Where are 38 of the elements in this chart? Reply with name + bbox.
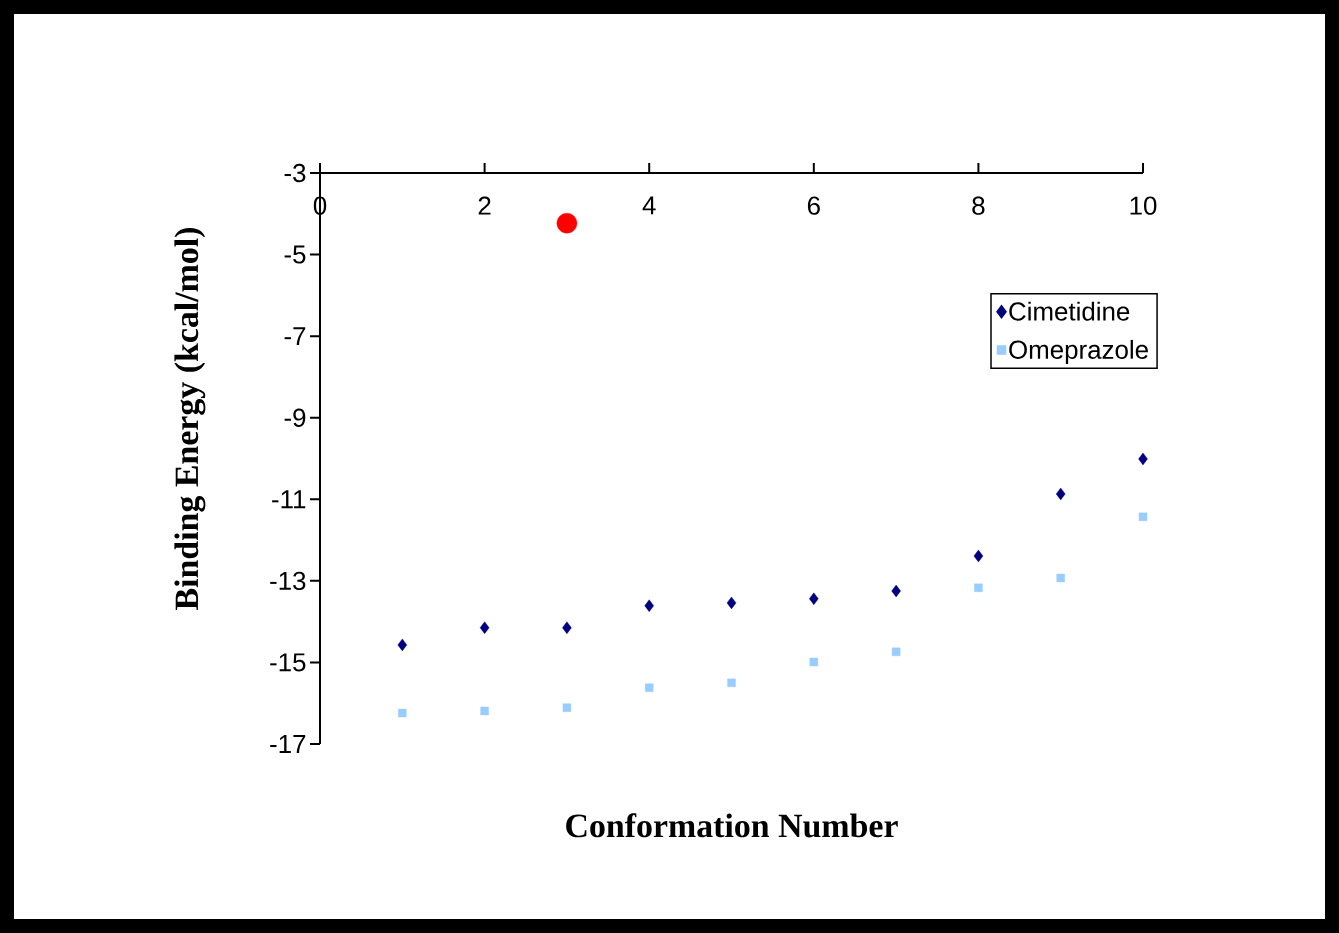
point: [398, 708, 407, 718]
point: [562, 621, 572, 634]
point: [397, 638, 407, 652]
point: [809, 657, 819, 667]
y-tick-label: -13: [270, 571, 306, 591]
point: [645, 683, 654, 692]
point: [891, 584, 901, 598]
point: [1056, 487, 1066, 501]
point: [1138, 452, 1148, 466]
y-axis-title: Binding Energy (kcal/mol): [174, 228, 206, 610]
point: [1056, 573, 1065, 583]
point: [974, 583, 983, 592]
x-tick-label: 4: [642, 196, 656, 215]
y-tick-label: -3: [284, 163, 306, 183]
point: [1138, 512, 1148, 522]
point: [644, 599, 654, 612]
point: [479, 621, 490, 634]
point: [480, 706, 489, 716]
x-tick-label: 2: [478, 196, 491, 215]
point: [891, 647, 901, 657]
y-tick-label: -17: [270, 735, 306, 753]
x-tick-label: 8: [972, 196, 985, 215]
y-tick-label: -15: [270, 653, 306, 672]
legend-label: Omeprazole: [1009, 339, 1148, 365]
point: [973, 549, 984, 563]
y-tick-label: -9: [284, 408, 306, 427]
point: [726, 596, 737, 610]
point: [727, 678, 736, 688]
x-tick-label: 6: [807, 196, 820, 215]
y-tick-label: -7: [284, 327, 306, 346]
y-tick-label: -11: [272, 490, 306, 509]
point: [556, 212, 578, 234]
legend-label: Cimetidine: [1009, 301, 1130, 321]
x-tick-label: 10: [1130, 196, 1157, 215]
x-axis-title: Conformation Number: [566, 813, 898, 838]
point: [809, 592, 819, 605]
point: [562, 703, 572, 712]
y-tick-label: -5: [284, 245, 306, 264]
